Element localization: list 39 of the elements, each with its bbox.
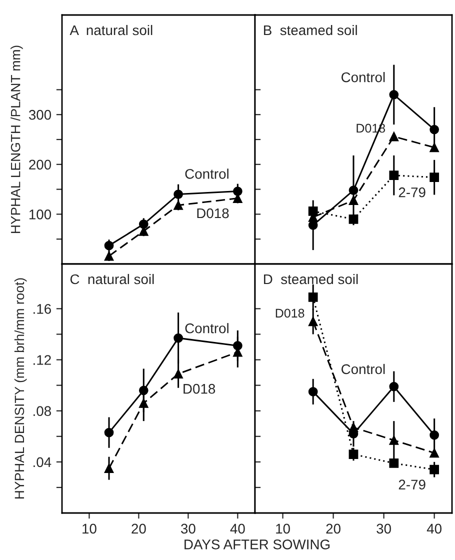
annotation: D018 xyxy=(184,384,216,394)
annotation: Control xyxy=(185,168,228,179)
point xyxy=(348,196,358,205)
point xyxy=(389,132,399,142)
x-tick-label: 30 xyxy=(376,524,391,534)
x-tick-label: 20 xyxy=(326,524,340,534)
annotation: 2-79 xyxy=(398,187,426,198)
text: C natural soil xyxy=(70,274,154,284)
point xyxy=(348,422,358,432)
text: B steamed soil xyxy=(264,24,357,36)
point xyxy=(308,206,318,216)
annotation: D018 xyxy=(197,208,229,218)
y-tick-label: .16 xyxy=(34,304,51,314)
point xyxy=(389,458,399,468)
x-tick-label: 40 xyxy=(426,524,442,534)
text: A natural soil xyxy=(70,24,152,36)
x-tick-label: 30 xyxy=(181,524,196,534)
x-tick-label: 40 xyxy=(230,524,245,534)
x-tick-label: 20 xyxy=(132,524,146,534)
annotation: Control xyxy=(342,72,385,82)
text: D steamed soil xyxy=(264,274,358,284)
point xyxy=(430,448,440,458)
y-axis-title: HYPHAL DENSITY (mm brh/mm root) xyxy=(14,278,27,498)
y-tick-label: 300 xyxy=(28,110,52,120)
x-tick-label: 10 xyxy=(276,524,290,534)
annotation: Control xyxy=(185,323,228,334)
x-tick-label: 10 xyxy=(82,524,96,534)
y-axis-title: HYPHAL LENGTH /PLANT mm) xyxy=(10,46,23,233)
y-tick-label: 100 xyxy=(29,210,52,220)
y-tick-label: .04 xyxy=(34,457,52,468)
annotation: Control xyxy=(342,364,385,374)
y-tick-label: 200 xyxy=(29,160,52,170)
annotation: 2-79 xyxy=(398,480,426,490)
x-axis-title: DAYS AFTER SOWING xyxy=(184,540,330,550)
y-tick-label: .12 xyxy=(34,355,51,365)
point xyxy=(348,214,358,224)
y-tick-label: .08 xyxy=(34,406,51,416)
point xyxy=(430,142,440,152)
annotation: D018 xyxy=(276,308,304,318)
